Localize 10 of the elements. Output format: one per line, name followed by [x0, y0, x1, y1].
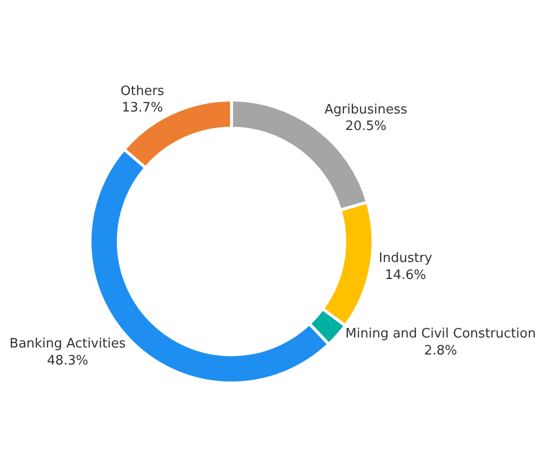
data-label: 20.5%: [345, 119, 387, 134]
data-label: 2.8%: [424, 343, 458, 358]
data-label: 13.7%: [122, 100, 164, 116]
slice-label: Others: [120, 84, 164, 99]
data-label: 14.6%: [384, 268, 426, 283]
slice-label: Banking Activities: [10, 336, 126, 352]
slice-label: Industry: [378, 251, 433, 266]
data-label: 48.3%: [46, 353, 88, 368]
slice-label: Agribusiness: [324, 102, 408, 118]
slice-label: Mining and Civil Construction: [345, 326, 536, 342]
